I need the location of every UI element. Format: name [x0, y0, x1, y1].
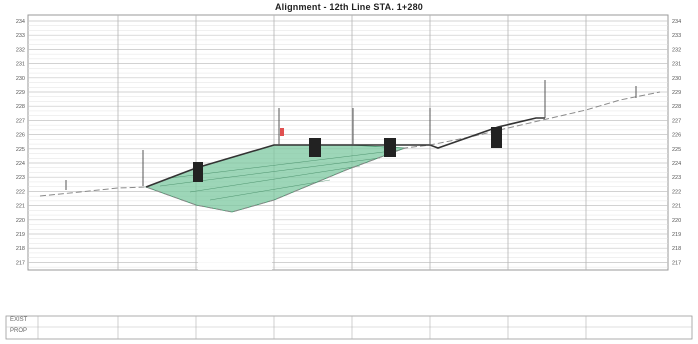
- y-tick-label: 227: [672, 118, 681, 124]
- structure-block: [309, 138, 321, 157]
- proposed-profile-line: [145, 117, 545, 188]
- vertical-gridlines: [117, 15, 587, 270]
- fill-area: [144, 144, 406, 213]
- y-tick-label: 230: [16, 76, 25, 82]
- structure-blocks: [193, 127, 502, 182]
- y-tick-label: 219: [16, 232, 25, 238]
- y-tick-label: 219: [672, 232, 681, 238]
- fill-hatch: [159, 149, 401, 201]
- y-tick-label: 231: [16, 62, 25, 68]
- station-markers: [65, 80, 637, 190]
- profile-table: [5, 315, 693, 340]
- structure-block: [384, 138, 396, 157]
- y-tick-label: 229: [16, 90, 25, 96]
- y-tick-label: 221: [16, 204, 25, 210]
- table-columns: [37, 316, 587, 339]
- y-tick-label: 225: [672, 147, 681, 153]
- y-tick-label: 226: [672, 133, 681, 139]
- y-tick-label: 225: [16, 147, 25, 153]
- y-tick-label: 217: [16, 260, 25, 266]
- y-tick-label: 232: [672, 47, 681, 53]
- y-tick-label: 229: [672, 90, 681, 96]
- existing-ground-line: [39, 91, 661, 213]
- y-tick-label: 227: [16, 118, 25, 124]
- y-tick-label: 223: [672, 175, 681, 181]
- y-tick-label: 220: [672, 218, 681, 224]
- y-tick-label: 218: [16, 246, 25, 252]
- y-tick-label: 230: [672, 76, 681, 82]
- y-tick-label: 221: [672, 204, 681, 210]
- y-tick-label: 217: [672, 260, 681, 266]
- y-tick-label: 223: [16, 175, 25, 181]
- blank-region: [198, 212, 272, 270]
- y-tick-label: 228: [672, 104, 681, 110]
- y-tick-label: 233: [16, 33, 25, 39]
- y-tick-label: 234: [16, 19, 25, 25]
- profile-title: Alignment - 12th Line STA. 1+280: [274, 2, 423, 12]
- structure-block: [193, 162, 203, 182]
- y-tick-label: 224: [672, 161, 681, 167]
- y-tick-label: 222: [16, 189, 25, 195]
- y-axis-right: 234 233 232 231 230 229 228 227 226 225 224 223 222 2…: [672, 19, 681, 266]
- table-row-label-exist: EXIST: [10, 317, 28, 323]
- y-tick-label: 224: [16, 161, 25, 167]
- y-tick-label: 220: [16, 218, 25, 224]
- horizontal-gridlines: [28, 20, 668, 268]
- plot-frame: [27, 14, 669, 271]
- profile-table-labels: EXIST PROP: [6, 316, 692, 339]
- y-tick-label: 231: [672, 62, 681, 68]
- y-tick-label: 226: [16, 133, 25, 139]
- y-tick-label: 233: [672, 33, 681, 39]
- red-marker: [280, 128, 284, 136]
- structure-block: [491, 127, 502, 148]
- y-tick-label: 222: [672, 189, 681, 195]
- table-row-label-prop: PROP: [10, 328, 28, 334]
- y-axis-left: 234 233 232 231 230 229 228 227 226 225 224 223 222 2…: [16, 19, 25, 266]
- y-tick-label: 232: [16, 47, 25, 53]
- y-tick-label: 228: [16, 104, 25, 110]
- y-tick-label: 218: [672, 246, 681, 252]
- y-tick-label: 234: [672, 19, 681, 25]
